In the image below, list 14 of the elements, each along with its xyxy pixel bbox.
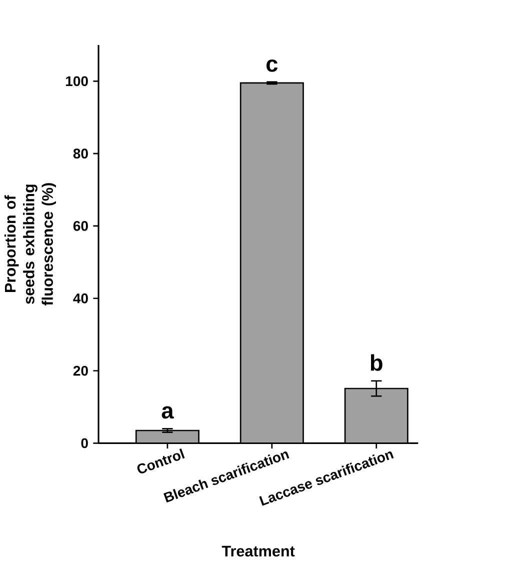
annotation: b bbox=[370, 354, 382, 371]
y-tick-label: 40 bbox=[73, 293, 88, 304]
annotation: c bbox=[266, 59, 278, 72]
y-tick-label: 80 bbox=[73, 148, 88, 159]
annotation: a bbox=[162, 406, 174, 419]
y-tick-label: 20 bbox=[73, 366, 88, 376]
y-tick-label: 100 bbox=[66, 76, 88, 86]
y-tick-label: 60 bbox=[73, 221, 88, 231]
bar bbox=[240, 82, 304, 444]
y-tick-label: 0 bbox=[81, 438, 88, 448]
bar bbox=[344, 388, 408, 444]
x-axis-title: Treatment bbox=[222, 546, 295, 557]
bar bbox=[136, 430, 199, 444]
y-axis-title: Proportion of seeds exhibiting fluorescence (%) bbox=[4, 183, 56, 306]
